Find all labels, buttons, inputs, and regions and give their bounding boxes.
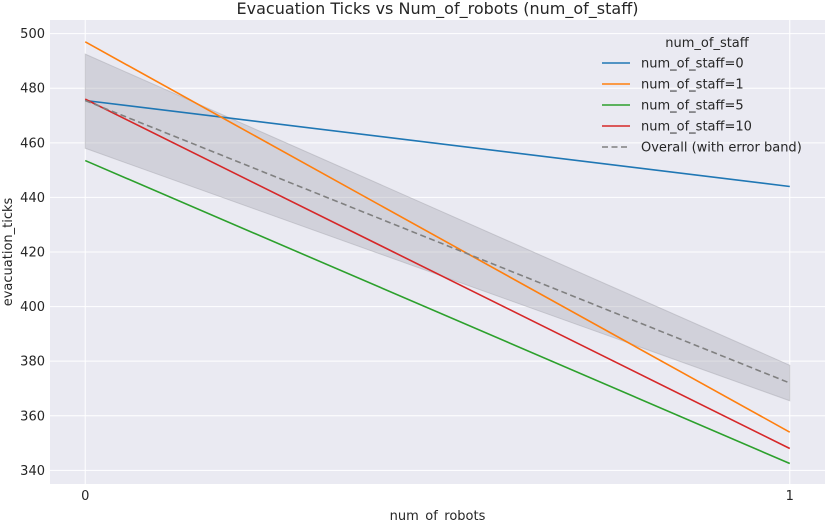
legend-entry-label: Overall (with error band): [641, 141, 802, 156]
grid: [50, 20, 825, 484]
y-axis-label: evacuation_ticks: [1, 197, 16, 306]
y-tick-label: 380: [20, 355, 45, 370]
x-tick-label: 1: [786, 489, 794, 504]
y-tick-label: 480: [20, 82, 45, 97]
series-line: [84, 98, 791, 450]
series-line: [85, 99, 790, 188]
legend-entry-label: num_of_staff=0: [641, 57, 744, 72]
legend-entry-label: num_of_staff=1: [641, 78, 744, 93]
series-line: [84, 159, 791, 465]
y-tick-label: 500: [20, 27, 45, 42]
axis-ticks: 340 360 380 400 420 440 460 480 500 0 1: [20, 27, 794, 504]
error-band: [84, 53, 791, 402]
series-line: [84, 99, 791, 384]
series-line: [84, 41, 791, 433]
legend-entry-label: num_of_staff=10: [641, 120, 752, 135]
chart-title: Evacuation Ticks vs Num_of_robots (num_o…: [237, 0, 639, 19]
y-tick-label: 460: [20, 136, 45, 151]
series-lines: [84, 41, 791, 465]
y-tick-label: 420: [20, 246, 45, 261]
legend-entry-label: num_of_staff=5: [641, 99, 744, 114]
x-tick-label: 0: [81, 489, 89, 504]
y-tick-label: 340: [20, 464, 45, 479]
y-tick-label: 360: [20, 409, 45, 424]
legend: num_of_staff num_of_staff=0 num_of_staff=…: [602, 36, 802, 156]
y-tick-label: 400: [20, 300, 45, 315]
y-tick-label: 440: [20, 191, 45, 206]
legend-title: num_of_staff: [665, 36, 750, 51]
x-axis-label: num_of_robots: [390, 509, 486, 522]
error-band-layer: [84, 53, 791, 402]
